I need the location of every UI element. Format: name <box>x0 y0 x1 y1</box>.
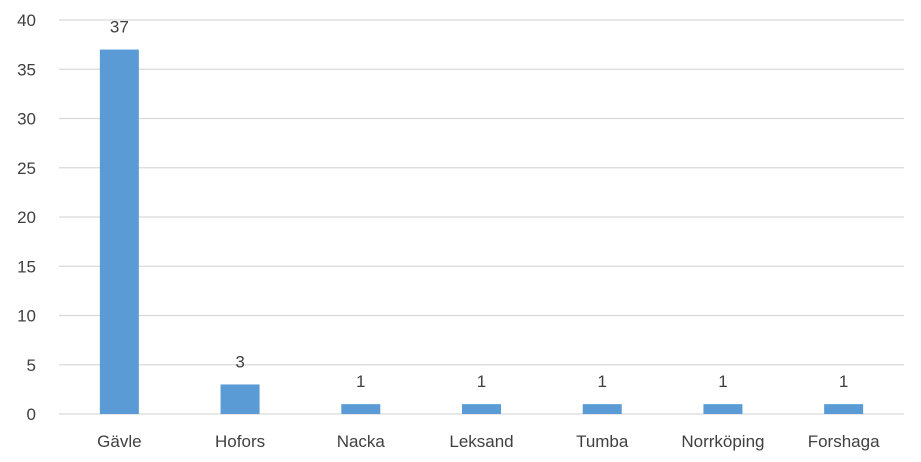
y-tick-label: 15 <box>17 257 36 276</box>
x-category-label: Forshaga <box>808 432 880 451</box>
y-tick-label: 40 <box>17 11 36 30</box>
bar-5 <box>703 404 743 414</box>
bar-6 <box>824 404 864 414</box>
x-category-label: Norrköping <box>681 432 764 451</box>
x-category-label: Leksand <box>449 432 513 451</box>
bar-0 <box>99 49 139 415</box>
data-label: 3 <box>235 352 244 371</box>
y-tick-label: 30 <box>17 110 36 129</box>
data-label: 1 <box>356 372 365 391</box>
y-tick-label: 35 <box>17 60 36 79</box>
y-tick-label: 25 <box>17 159 36 178</box>
data-label: 1 <box>597 372 606 391</box>
y-tick-label: 5 <box>27 356 36 375</box>
data-label: 1 <box>477 372 486 391</box>
bar-1 <box>220 384 260 414</box>
y-tick-label: 20 <box>17 208 36 227</box>
data-label: 1 <box>839 372 848 391</box>
data-label: 1 <box>718 372 727 391</box>
y-axis-tick-labels: 0 5 10 15 20 25 30 35 40 <box>17 11 36 424</box>
y-tick-label: 0 <box>27 405 36 424</box>
y-tick-label: 10 <box>17 307 36 326</box>
x-category-label: Hofors <box>215 432 265 451</box>
x-category-label: Nacka <box>337 432 386 451</box>
bars <box>99 49 864 415</box>
data-labels: 37 3 1 1 1 1 1 <box>110 18 848 392</box>
x-category-label: Gävle <box>97 432 141 451</box>
bar-4 <box>582 404 622 414</box>
x-axis-category-labels: Gävle Hofors Nacka Leksand Tumba Norrköping Fo… <box>97 432 880 451</box>
bar-2 <box>341 404 381 414</box>
x-category-label: Tumba <box>576 432 629 451</box>
gridlines <box>59 19 904 415</box>
bar-3 <box>462 404 501 414</box>
data-label: 37 <box>110 18 129 37</box>
